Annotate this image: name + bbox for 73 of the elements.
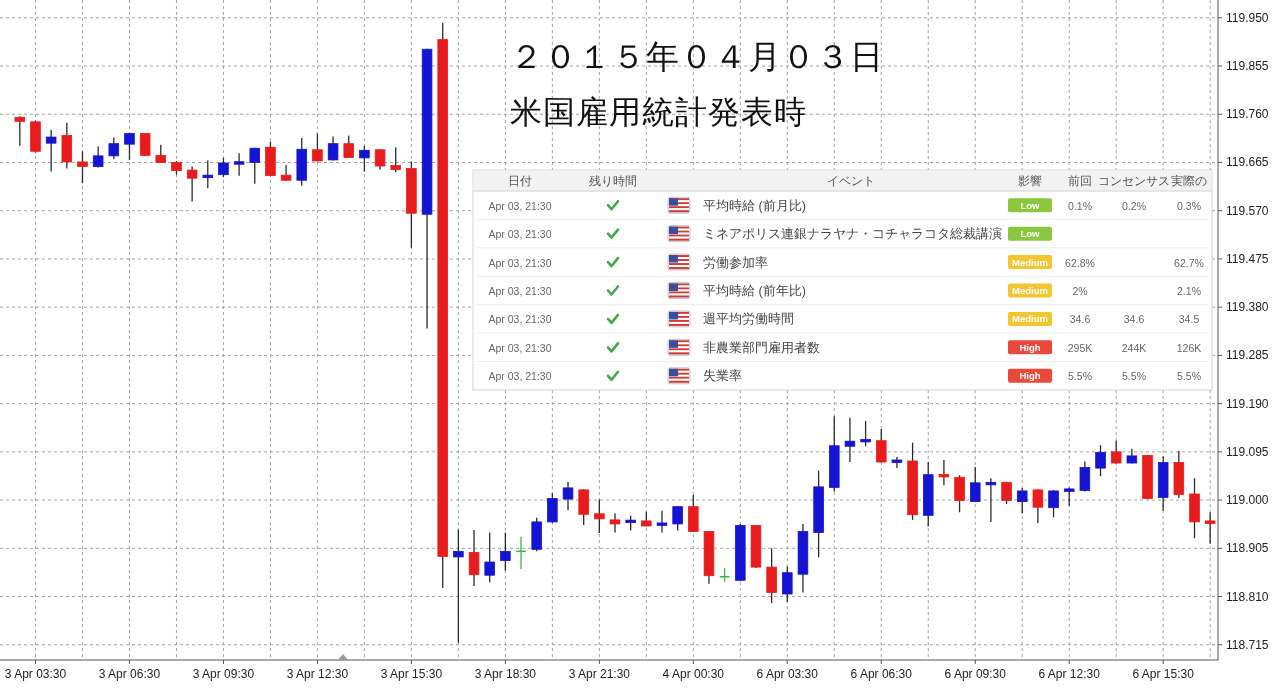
y-tick-label: 119.380 [1226, 300, 1269, 315]
text: ２０１５年０４月０３日 [510, 39, 884, 75]
text: 労働参加率 [703, 255, 768, 270]
text: 0.1% [1068, 199, 1092, 212]
x-tick-label: 3 Apr 03:30 [4, 667, 67, 681]
text: Medium [1012, 285, 1048, 296]
text: 5.5% [1122, 370, 1146, 383]
text: 244K [1121, 341, 1147, 354]
text: 295K [1067, 341, 1093, 354]
text: 34.6 [1069, 313, 1091, 326]
text: Apr 03, 21:30 [488, 228, 552, 241]
x-tick-label: 6 Apr 03:30 [756, 667, 819, 681]
text: 2.1% [1177, 285, 1201, 297]
category-label: イベント [827, 174, 875, 187]
text: Medium [1012, 313, 1048, 325]
text: 62.7% [1174, 256, 1204, 269]
text: High [1019, 341, 1041, 353]
x-tick-label: 3 Apr 06:30 [98, 667, 161, 681]
text: 失業率 [703, 369, 742, 384]
y-tick-label: 119.760 [1226, 107, 1269, 122]
x-tick-label: 6 Apr 06:30 [850, 667, 913, 681]
text: 34.6 [1123, 313, 1145, 326]
y-tick-label: 119.285 [1226, 348, 1269, 363]
category-label: 日付 [508, 174, 532, 187]
text: Apr 03, 21:30 [488, 370, 552, 383]
text: 週平均労働時間 [703, 312, 794, 327]
x-tick-label: 3 Apr 09:30 [192, 667, 255, 681]
category-label: 影響 [1018, 173, 1042, 187]
text: 平均時給 (前月比) [703, 198, 806, 213]
x-tick-label: 3 Apr 12:30 [286, 667, 349, 681]
text: 0.2% [1122, 199, 1146, 212]
text: 平均時給 (前年比) [703, 284, 806, 298]
text: Medium [1012, 256, 1048, 268]
y-tick-label: 118.905 [1226, 541, 1269, 556]
text: Apr 03, 21:30 [488, 341, 552, 354]
text: 非農業部門雇用者数 [703, 340, 820, 355]
x-tick-label: 6 Apr 09:30 [944, 667, 1007, 681]
text: 5.5% [1068, 370, 1092, 383]
text: Apr 03, 21:30 [488, 285, 552, 297]
text: 126K [1176, 341, 1202, 354]
y-tick-label: 119.570 [1226, 203, 1269, 218]
y-tick-label: 119.950 [1226, 10, 1269, 25]
x-tick-label: 6 Apr 15:30 [1132, 667, 1195, 681]
y-tick-label: 118.715 [1226, 637, 1269, 652]
text: 62.8% [1065, 256, 1095, 269]
y-tick-label: 119.855 [1226, 59, 1269, 73]
text: Apr 03, 21:30 [488, 256, 552, 269]
y-tick-label: 119.000 [1226, 493, 1269, 508]
text: 2% [1072, 285, 1088, 297]
category-label: 残り時間 [589, 174, 637, 187]
text: ミネアポリス連銀ナラヤナ・コチャラコタ総裁講演 [703, 227, 1002, 242]
text: 34.5 [1178, 313, 1200, 326]
x-tick-label: 4 Apr 00:30 [662, 667, 725, 681]
text: High [1019, 370, 1041, 382]
text: 米国雇用統計発表時 [510, 94, 807, 130]
category-label: コンセンサス [1098, 174, 1170, 187]
x-tick-label: 3 Apr 15:30 [380, 667, 443, 681]
text: 0.3% [1177, 199, 1201, 212]
text: 5.5% [1177, 370, 1201, 383]
y-tick-label: 119.475 [1226, 251, 1269, 266]
y-tick-label: 119.665 [1226, 155, 1269, 170]
text: Low [1020, 199, 1040, 211]
x-tick-label: 3 Apr 21:30 [568, 667, 631, 681]
category-label: 前回 [1068, 174, 1092, 187]
category-label: 実際の [1171, 173, 1207, 187]
x-tick-label: 6 Apr 12:30 [1038, 667, 1101, 681]
text: Low [1020, 228, 1040, 240]
x-tick-label: 3 Apr 18:30 [474, 667, 537, 681]
y-tick-label: 119.095 [1226, 444, 1269, 459]
text: Apr 03, 21:30 [488, 199, 552, 212]
y-tick-label: 119.190 [1226, 396, 1269, 411]
text: Apr 03, 21:30 [488, 313, 552, 326]
y-tick-label: 118.810 [1226, 589, 1269, 604]
